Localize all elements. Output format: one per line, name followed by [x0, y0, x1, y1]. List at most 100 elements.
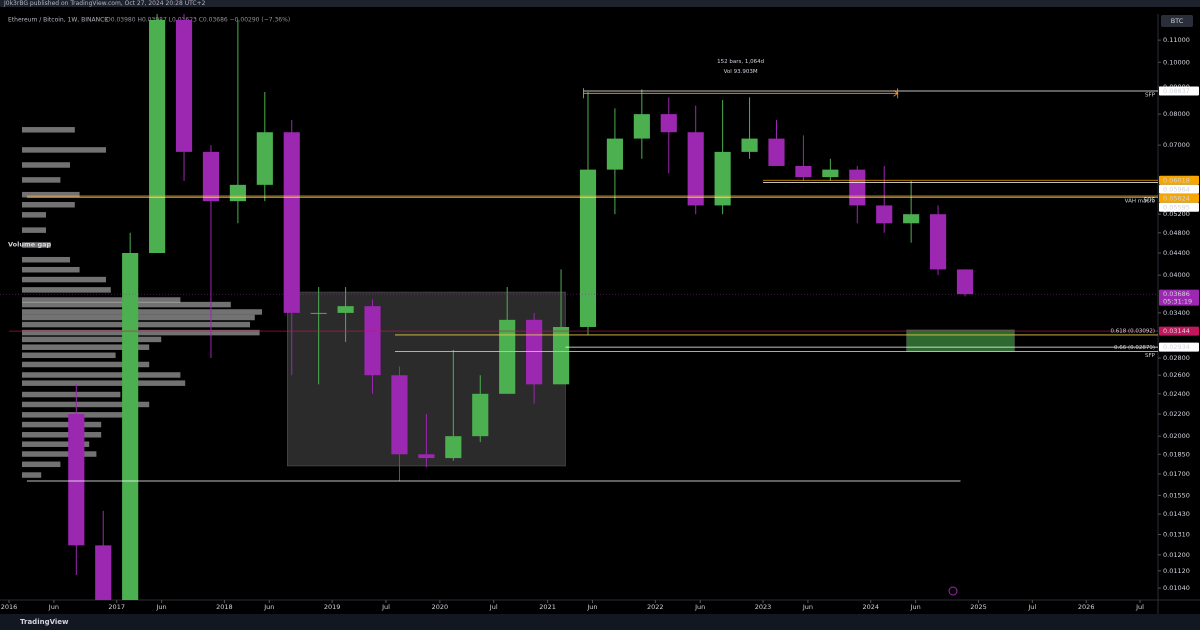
volume-profile-bar	[22, 191, 80, 198]
volume-profile-bar	[22, 201, 75, 208]
y-tick-label: 0.04000	[1163, 271, 1190, 279]
y-tick-label: 0.01430	[1163, 510, 1190, 518]
volume-profile-bar	[22, 352, 116, 359]
candle-body	[95, 545, 112, 600]
price-label: 0.03144	[1163, 327, 1190, 335]
y-tick-label: 0.07000	[1163, 141, 1190, 149]
candle-body	[768, 138, 785, 166]
volume-profile-bar	[22, 432, 102, 438]
volume-profile-bar	[22, 212, 46, 218]
price-label-bg	[1159, 175, 1199, 185]
x-tick-label: Jun	[156, 603, 167, 611]
y-tick-label: 0.01040	[1163, 584, 1190, 592]
candle-body	[68, 414, 85, 546]
volume-profile-bar	[22, 451, 97, 457]
countdown: 05:31:19	[1163, 298, 1192, 306]
price-label-bg	[1159, 326, 1199, 336]
x-tick-label: Jul	[1027, 603, 1036, 611]
y-tick-label: 0.11000	[1163, 36, 1190, 44]
level-text: SFP	[1145, 93, 1156, 99]
candle-body	[714, 151, 731, 206]
x-tick-label: Jun	[694, 603, 705, 611]
candle-body	[391, 375, 408, 455]
y-tick-label: 0.02000	[1163, 432, 1190, 440]
y-tick-label: 0.10000	[1163, 58, 1190, 66]
volume-profile-bar	[22, 287, 111, 293]
candle-body	[633, 114, 650, 139]
volume-profile-bar	[22, 361, 150, 368]
volume-profile-bar	[22, 309, 262, 315]
y-tick-label: 0.08000	[1163, 110, 1190, 118]
volume-profile-bar	[22, 441, 90, 447]
price-label: 0.06018	[1163, 176, 1190, 184]
level-text: VAH macro	[1125, 199, 1156, 205]
candle-body	[579, 169, 597, 327]
footer-brand: TradingView	[20, 618, 69, 626]
candle-body	[849, 169, 866, 206]
y-tick-label: 0.01700	[1163, 470, 1190, 478]
x-tick-label: 2020	[432, 603, 449, 611]
price-label-bg	[1159, 184, 1199, 194]
x-tick-label: Jul	[489, 603, 498, 611]
candle-body	[364, 306, 381, 376]
x-tick-label: 2017	[108, 603, 125, 611]
candle-body	[122, 253, 139, 600]
price-label: 0.08837	[1163, 87, 1190, 95]
price-label: 0.03686	[1163, 290, 1190, 298]
candle-body	[876, 205, 893, 224]
y-tick-label: 0.05200	[1163, 210, 1190, 218]
y-tick-label: 0.03400	[1163, 309, 1190, 317]
candle-body	[418, 454, 435, 459]
candle-body	[229, 184, 246, 202]
y-tick-label: 0.01200	[1163, 551, 1190, 559]
x-tick-label: 2022	[647, 603, 664, 611]
y-tick-label: 0.04800	[1163, 229, 1190, 237]
y-tick-label: 0.02200	[1163, 410, 1190, 418]
volume-profile-bar	[22, 380, 186, 386]
measure-text: Vol 93.903M	[724, 69, 758, 75]
x-tick-label: 2018	[216, 603, 233, 611]
candle-body	[472, 393, 489, 437]
volume-profile-bar	[22, 147, 106, 153]
candle-body	[337, 306, 354, 313]
volume-profile-bar	[22, 401, 150, 408]
volume-profile-bar	[22, 227, 46, 233]
candle-body	[202, 151, 220, 202]
level-text: SOS	[1144, 197, 1156, 203]
volume-profile-bar	[22, 266, 80, 273]
footer	[0, 614, 1200, 630]
x-tick-label: Jun	[802, 603, 813, 611]
candle-body	[903, 214, 920, 224]
volume-profile-bar	[22, 177, 61, 183]
x-tick-label: Jun	[48, 603, 59, 611]
candle-body	[310, 312, 327, 314]
symbol-title: Ethereum / Bitcoin, 1W, BINANCE	[8, 17, 108, 24]
fib-text: 0.618 (0.03092)	[1110, 328, 1155, 334]
x-tick-label: Jul	[381, 603, 390, 611]
candle-body	[526, 319, 543, 385]
y-tick-label: 0.01550	[1163, 491, 1190, 499]
x-tick-label: 2026	[1078, 603, 1095, 611]
volume-profile-bar	[22, 256, 70, 263]
y-tick-label: 0.02600	[1163, 371, 1190, 379]
volume-profile-bar	[22, 372, 181, 378]
zone-box	[906, 329, 1015, 352]
measure-text: 152 bars, 1,064d	[717, 59, 764, 65]
volume-profile-bar	[22, 127, 75, 133]
volume-profile-bar	[22, 421, 102, 428]
price-label-bg	[1159, 86, 1199, 96]
volume-profile-bar	[22, 242, 51, 248]
y-tick-label: 0.01850	[1163, 450, 1190, 458]
x-tick-label: 2023	[755, 603, 772, 611]
fib-text: 0.66 (0.02879)	[1114, 345, 1155, 351]
candle-body	[741, 138, 758, 152]
candle-body	[283, 132, 300, 313]
volume-profile-bar	[22, 336, 162, 343]
volume-profile-bar	[22, 329, 260, 336]
price-label-bg	[1159, 193, 1199, 203]
price-label-bg	[1159, 202, 1199, 212]
volume-profile-bar	[22, 314, 255, 321]
y-tick-label: 0.01120	[1163, 567, 1190, 575]
price-label: 0.02934	[1163, 343, 1190, 351]
x-tick-label: 2024	[862, 603, 879, 611]
